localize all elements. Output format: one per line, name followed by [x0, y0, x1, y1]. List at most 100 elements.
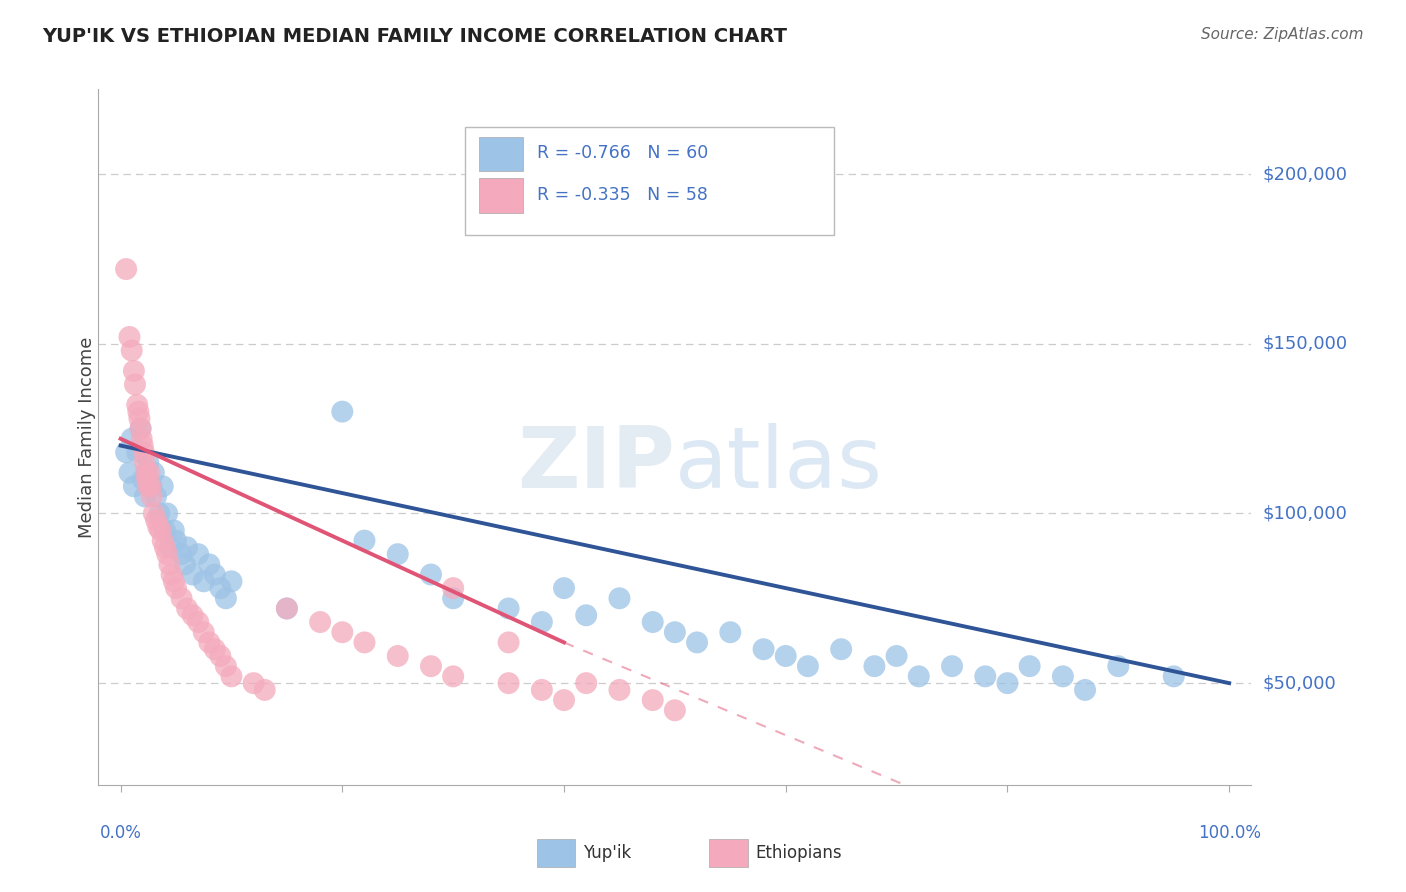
Point: [215, 591, 238, 606]
Text: $100,000: $100,000: [1263, 505, 1347, 523]
FancyBboxPatch shape: [479, 136, 523, 171]
Point: [664, 625, 686, 640]
Point: [863, 659, 886, 673]
FancyBboxPatch shape: [537, 839, 575, 867]
Point: [441, 669, 464, 683]
Point: [181, 608, 204, 623]
Text: $150,000: $150,000: [1263, 334, 1347, 352]
Point: [609, 591, 631, 606]
Point: [163, 574, 186, 589]
Point: [215, 659, 238, 673]
Point: [752, 642, 775, 657]
Point: [153, 524, 176, 538]
Point: [121, 432, 143, 446]
Point: [775, 648, 797, 663]
Point: [664, 703, 686, 717]
Point: [886, 648, 908, 663]
Point: [142, 466, 165, 480]
Point: [242, 676, 264, 690]
Point: [115, 445, 138, 459]
Text: R = -0.335   N = 58: R = -0.335 N = 58: [537, 186, 707, 204]
Point: [129, 421, 152, 435]
Point: [198, 635, 221, 649]
Point: [420, 659, 443, 673]
Point: [134, 456, 156, 470]
Point: [498, 635, 520, 649]
Text: 100.0%: 100.0%: [1198, 824, 1261, 842]
Text: R = -0.766   N = 60: R = -0.766 N = 60: [537, 145, 707, 162]
Point: [132, 445, 155, 459]
Point: [145, 513, 167, 527]
Point: [132, 473, 155, 487]
Point: [997, 676, 1019, 690]
Point: [498, 601, 520, 615]
Point: [1074, 682, 1097, 697]
Point: [136, 479, 159, 493]
Point: [609, 682, 631, 697]
Point: [221, 574, 243, 589]
Point: [974, 669, 997, 683]
Point: [148, 520, 170, 534]
Point: [136, 456, 159, 470]
Point: [353, 635, 375, 649]
Point: [136, 473, 159, 487]
Point: [330, 625, 353, 640]
Point: [353, 533, 375, 548]
Point: [309, 615, 332, 629]
Point: [387, 547, 409, 561]
Point: [153, 541, 176, 555]
Point: [132, 439, 155, 453]
Point: [1163, 669, 1185, 683]
Point: [156, 507, 179, 521]
Point: [127, 404, 149, 418]
Text: Yup'ik: Yup'ik: [582, 844, 631, 863]
Point: [553, 693, 575, 707]
Point: [907, 669, 929, 683]
Point: [131, 432, 153, 446]
Point: [139, 479, 162, 493]
Point: [176, 541, 198, 555]
Point: [159, 541, 181, 555]
Point: [152, 479, 174, 493]
Point: [129, 421, 152, 435]
Point: [530, 682, 553, 697]
Text: YUP'IK VS ETHIOPIAN MEDIAN FAMILY INCOME CORRELATION CHART: YUP'IK VS ETHIOPIAN MEDIAN FAMILY INCOME…: [42, 27, 787, 45]
Point: [276, 601, 298, 615]
Point: [127, 398, 149, 412]
Point: [204, 642, 226, 657]
Point: [253, 682, 276, 697]
Point: [176, 601, 198, 615]
Point: [124, 377, 146, 392]
Point: [134, 490, 156, 504]
Point: [160, 567, 183, 582]
Point: [149, 524, 172, 538]
Point: [641, 693, 664, 707]
Point: [575, 676, 598, 690]
Point: [115, 262, 138, 277]
Point: [420, 567, 443, 582]
Point: [128, 411, 150, 425]
Point: [138, 466, 160, 480]
Point: [142, 507, 165, 521]
Point: [148, 507, 170, 521]
FancyBboxPatch shape: [465, 128, 834, 235]
Point: [157, 558, 180, 572]
Point: [209, 581, 232, 595]
Point: [221, 669, 243, 683]
Text: Source: ZipAtlas.com: Source: ZipAtlas.com: [1201, 27, 1364, 42]
Point: [156, 547, 179, 561]
Point: [135, 466, 157, 480]
Point: [170, 591, 193, 606]
Point: [553, 581, 575, 595]
Point: [575, 608, 598, 623]
Point: [941, 659, 963, 673]
Point: [165, 533, 187, 548]
Point: [141, 479, 163, 493]
Point: [387, 648, 409, 663]
Point: [498, 676, 520, 690]
Point: [121, 343, 143, 358]
Point: [530, 615, 553, 629]
Point: [165, 581, 187, 595]
Point: [198, 558, 221, 572]
Point: [187, 615, 209, 629]
